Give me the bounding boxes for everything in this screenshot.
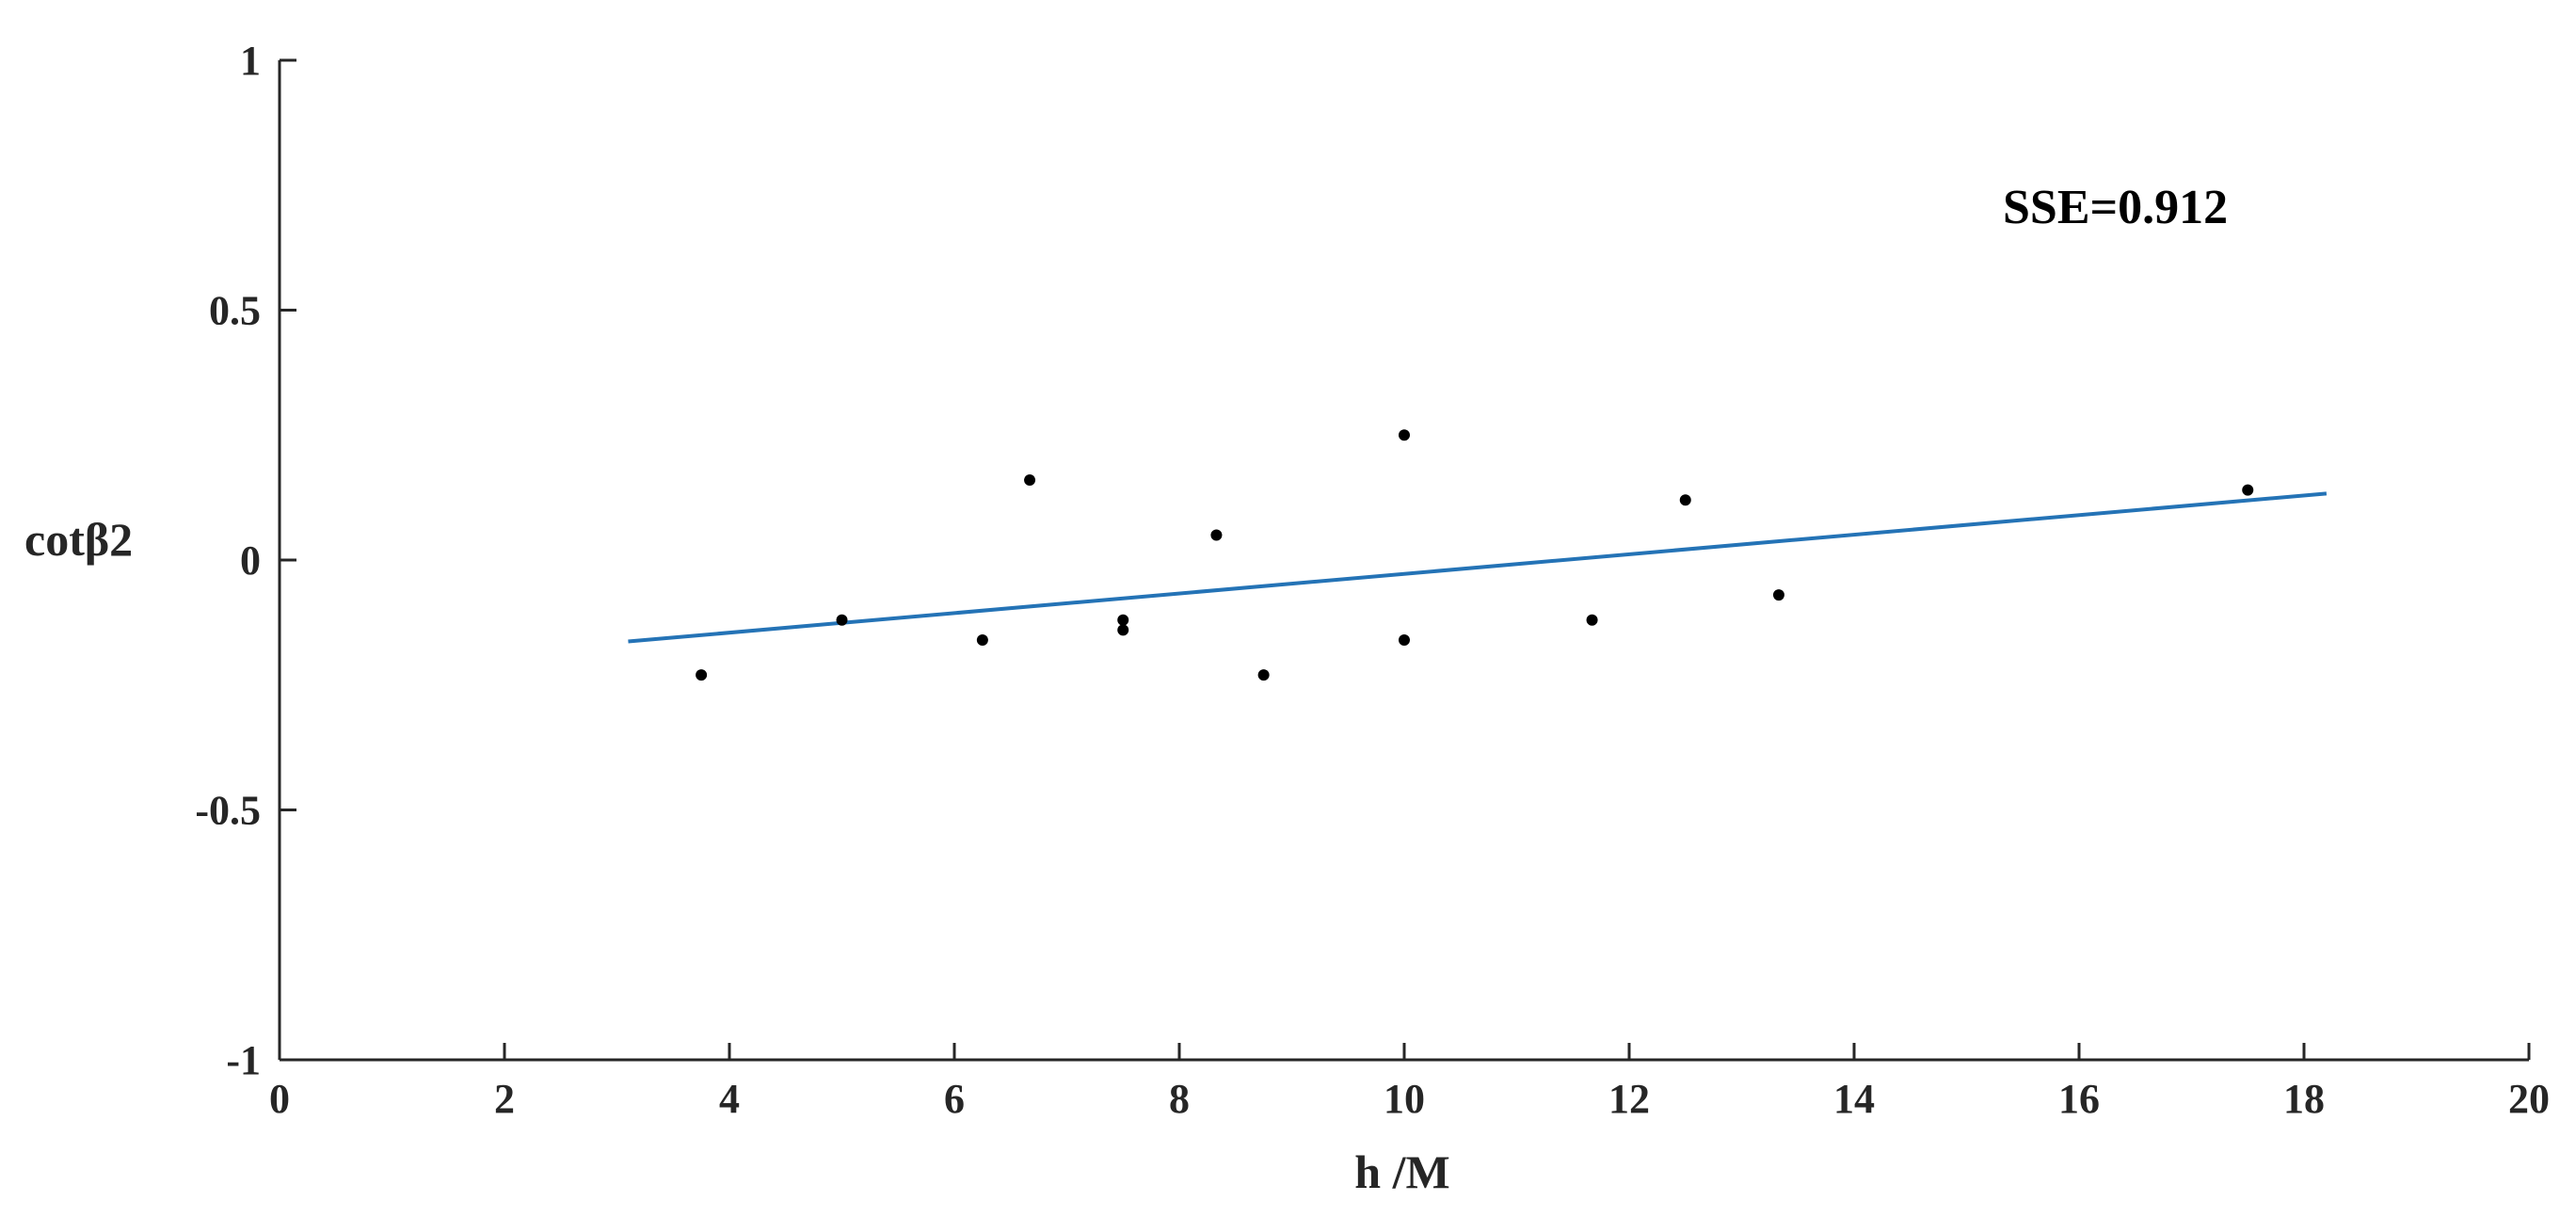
x-tick-label: 12 (1608, 1076, 1650, 1122)
data-point (1257, 669, 1270, 681)
data-point (1399, 429, 1410, 441)
data-point (1679, 494, 1691, 506)
x-tick-label: 20 (2508, 1076, 2550, 1122)
data-point (1117, 614, 1129, 626)
x-tick-label: 0 (269, 1076, 290, 1122)
x-tick-label: 16 (2058, 1076, 2100, 1122)
y-tick-label: 0 (240, 537, 261, 584)
x-tick-label: 6 (944, 1076, 965, 1122)
x-axis-ticks: 0 2 4 6 8 10 12 14 16 18 20 (269, 1043, 2550, 1122)
y-tick-label: -1 (226, 1037, 261, 1083)
data-point (696, 669, 708, 681)
y-axis-title: cotβ2 (24, 513, 133, 566)
data-point (1024, 474, 1036, 487)
y-tick-label: 0.5 (209, 288, 261, 334)
fit-line-group (628, 491, 2328, 644)
y-tick-label: 1 (240, 38, 261, 84)
data-point (1117, 624, 1129, 636)
y-axis-ticks: 1 0.5 0 -0.5 -1 (195, 38, 296, 1083)
data-point (2242, 484, 2254, 496)
data-point (1586, 614, 1598, 626)
data-points (696, 429, 2254, 681)
data-point (1772, 589, 1784, 601)
y-tick-label: -0.5 (195, 788, 261, 834)
data-point (836, 614, 848, 626)
data-point (1399, 633, 1410, 646)
data-point (1210, 529, 1223, 541)
data-point (976, 633, 988, 646)
x-tick-label: 14 (1833, 1076, 1875, 1122)
x-tick-label: 10 (1384, 1076, 1425, 1122)
x-tick-label: 8 (1169, 1076, 1190, 1122)
x-tick-label: 2 (494, 1076, 515, 1122)
fit-line (628, 491, 2328, 644)
sse-annotation: SSE=0.912 (2003, 181, 2228, 234)
x-axis-title: h /M (1354, 1145, 1449, 1198)
x-tick-label: 4 (719, 1076, 740, 1122)
x-tick-label: 18 (2283, 1076, 2325, 1122)
